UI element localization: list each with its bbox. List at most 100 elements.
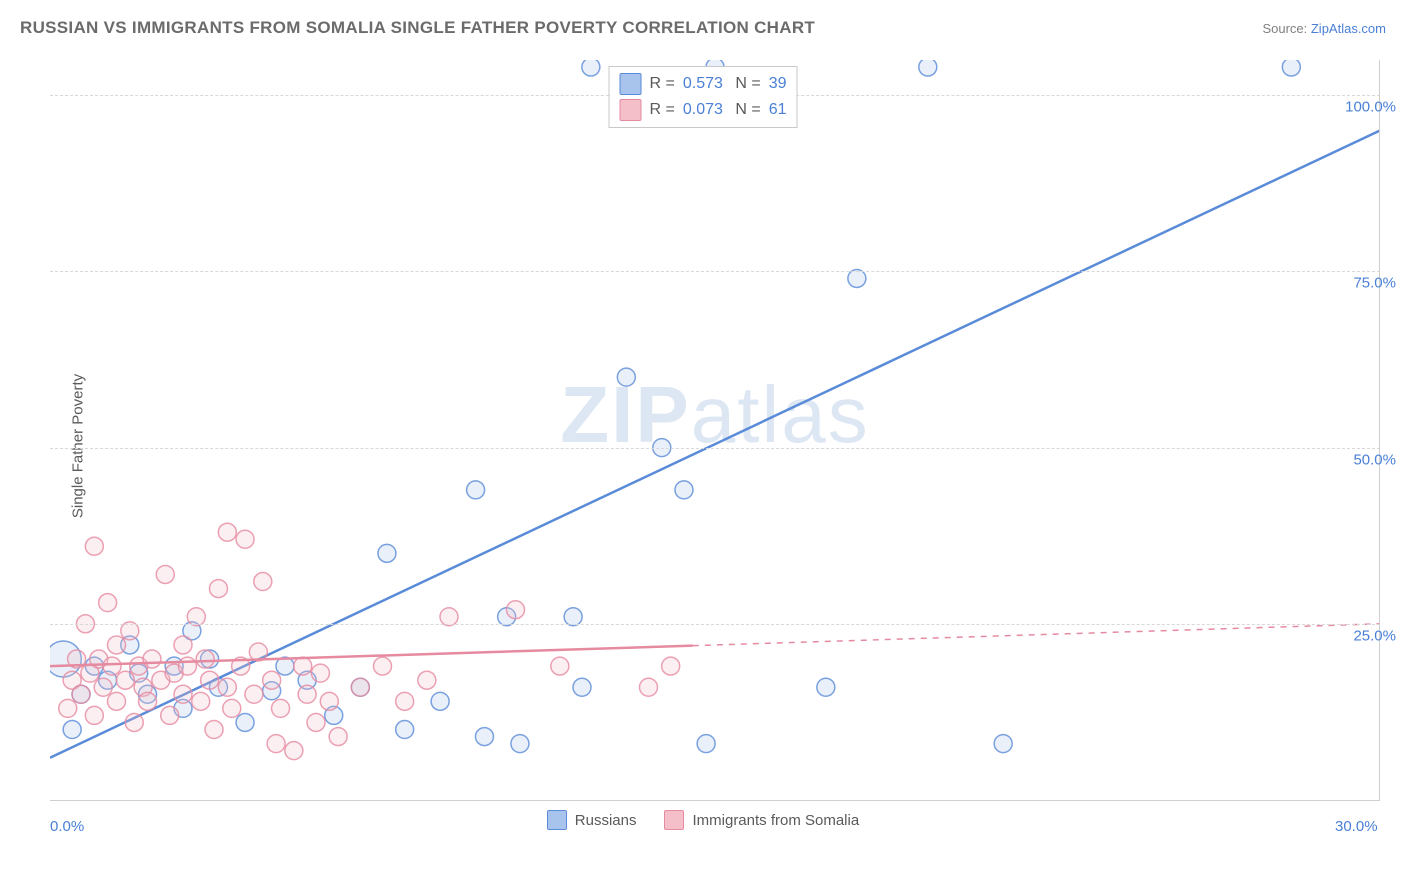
data-point [307, 713, 325, 731]
data-point [697, 735, 715, 753]
y-axis-line [1379, 60, 1380, 800]
data-point [116, 671, 134, 689]
r-label: R = [650, 97, 675, 123]
legend-row: R = 0.073 N = 61 [620, 97, 787, 123]
data-point [507, 601, 525, 619]
data-point [511, 735, 529, 753]
r-value: 0.573 [683, 71, 723, 97]
data-point [156, 565, 174, 583]
data-point [59, 699, 77, 717]
source-attribution: Source: ZipAtlas.com [1262, 21, 1386, 36]
y-tick-label: 75.0% [1353, 275, 1396, 292]
n-label: N = [731, 97, 761, 123]
legend-swatch [547, 810, 567, 830]
data-point [174, 636, 192, 654]
gridline [50, 448, 1380, 449]
legend-row: R = 0.573 N = 39 [620, 71, 787, 97]
data-point [551, 657, 569, 675]
n-label: N = [731, 71, 761, 97]
data-point [108, 636, 126, 654]
data-point [103, 657, 121, 675]
chart-title: RUSSIAN VS IMMIGRANTS FROM SOMALIA SINGL… [20, 18, 815, 38]
data-point [919, 60, 937, 76]
n-value: 61 [769, 97, 787, 123]
data-point [223, 699, 241, 717]
data-point [294, 657, 312, 675]
x-tick-label: 30.0% [1335, 818, 1378, 835]
data-point [209, 580, 227, 598]
data-point [205, 721, 223, 739]
data-point [263, 671, 281, 689]
data-point [298, 685, 316, 703]
data-point [582, 60, 600, 76]
data-point [662, 657, 680, 675]
data-point [63, 721, 81, 739]
data-point [573, 678, 591, 696]
legend-swatch [620, 99, 642, 121]
legend-swatch [620, 73, 642, 95]
legend-label: Russians [575, 812, 637, 829]
data-point [675, 481, 693, 499]
data-point [192, 692, 210, 710]
data-point [994, 735, 1012, 753]
data-point [475, 728, 493, 746]
data-point [94, 678, 112, 696]
r-value: 0.073 [683, 97, 723, 123]
data-point [378, 544, 396, 562]
data-point [285, 742, 303, 760]
legend-item: Russians [547, 810, 637, 830]
correlation-legend: R = 0.573 N = 39 R = 0.073 N = 61 [609, 66, 798, 128]
data-point [218, 523, 236, 541]
data-point [245, 685, 263, 703]
data-point [267, 735, 285, 753]
data-point [320, 692, 338, 710]
gridline [50, 271, 1380, 272]
data-point [99, 594, 117, 612]
series-legend: Russians Immigrants from Somalia [0, 810, 1406, 830]
data-point [236, 713, 254, 731]
data-point [396, 721, 414, 739]
data-point [125, 713, 143, 731]
source-prefix: Source: [1262, 21, 1310, 36]
y-tick-label: 25.0% [1353, 627, 1396, 644]
data-point [143, 650, 161, 668]
data-point [1282, 60, 1300, 76]
data-point [196, 650, 214, 668]
x-axis-line [50, 800, 1380, 801]
y-tick-label: 100.0% [1345, 99, 1396, 116]
legend-swatch [664, 810, 684, 830]
n-value: 39 [769, 71, 787, 97]
data-point [374, 657, 392, 675]
source-link[interactable]: ZipAtlas.com [1311, 21, 1386, 36]
data-point [640, 678, 658, 696]
data-point [817, 678, 835, 696]
gridline [50, 624, 1380, 625]
data-point [311, 664, 329, 682]
data-point [254, 573, 272, 591]
data-point [85, 706, 103, 724]
data-point [108, 692, 126, 710]
data-point [467, 481, 485, 499]
data-point [201, 671, 219, 689]
r-label: R = [650, 71, 675, 97]
legend-label: Immigrants from Somalia [692, 812, 859, 829]
y-tick-label: 50.0% [1353, 451, 1396, 468]
data-point [272, 699, 290, 717]
data-point [139, 692, 157, 710]
data-point [396, 692, 414, 710]
data-point [418, 671, 436, 689]
trend-line-extrapolated [693, 624, 1380, 646]
legend-item: Immigrants from Somalia [664, 810, 859, 830]
plot-area: ZIPatlas [50, 60, 1380, 800]
data-point [178, 657, 196, 675]
x-tick-label: 0.0% [50, 818, 84, 835]
data-point [617, 368, 635, 386]
data-point [351, 678, 369, 696]
data-point [161, 706, 179, 724]
data-point [174, 685, 192, 703]
data-point [329, 728, 347, 746]
data-point [72, 685, 90, 703]
data-point [431, 692, 449, 710]
data-point [218, 678, 236, 696]
data-point [85, 537, 103, 555]
